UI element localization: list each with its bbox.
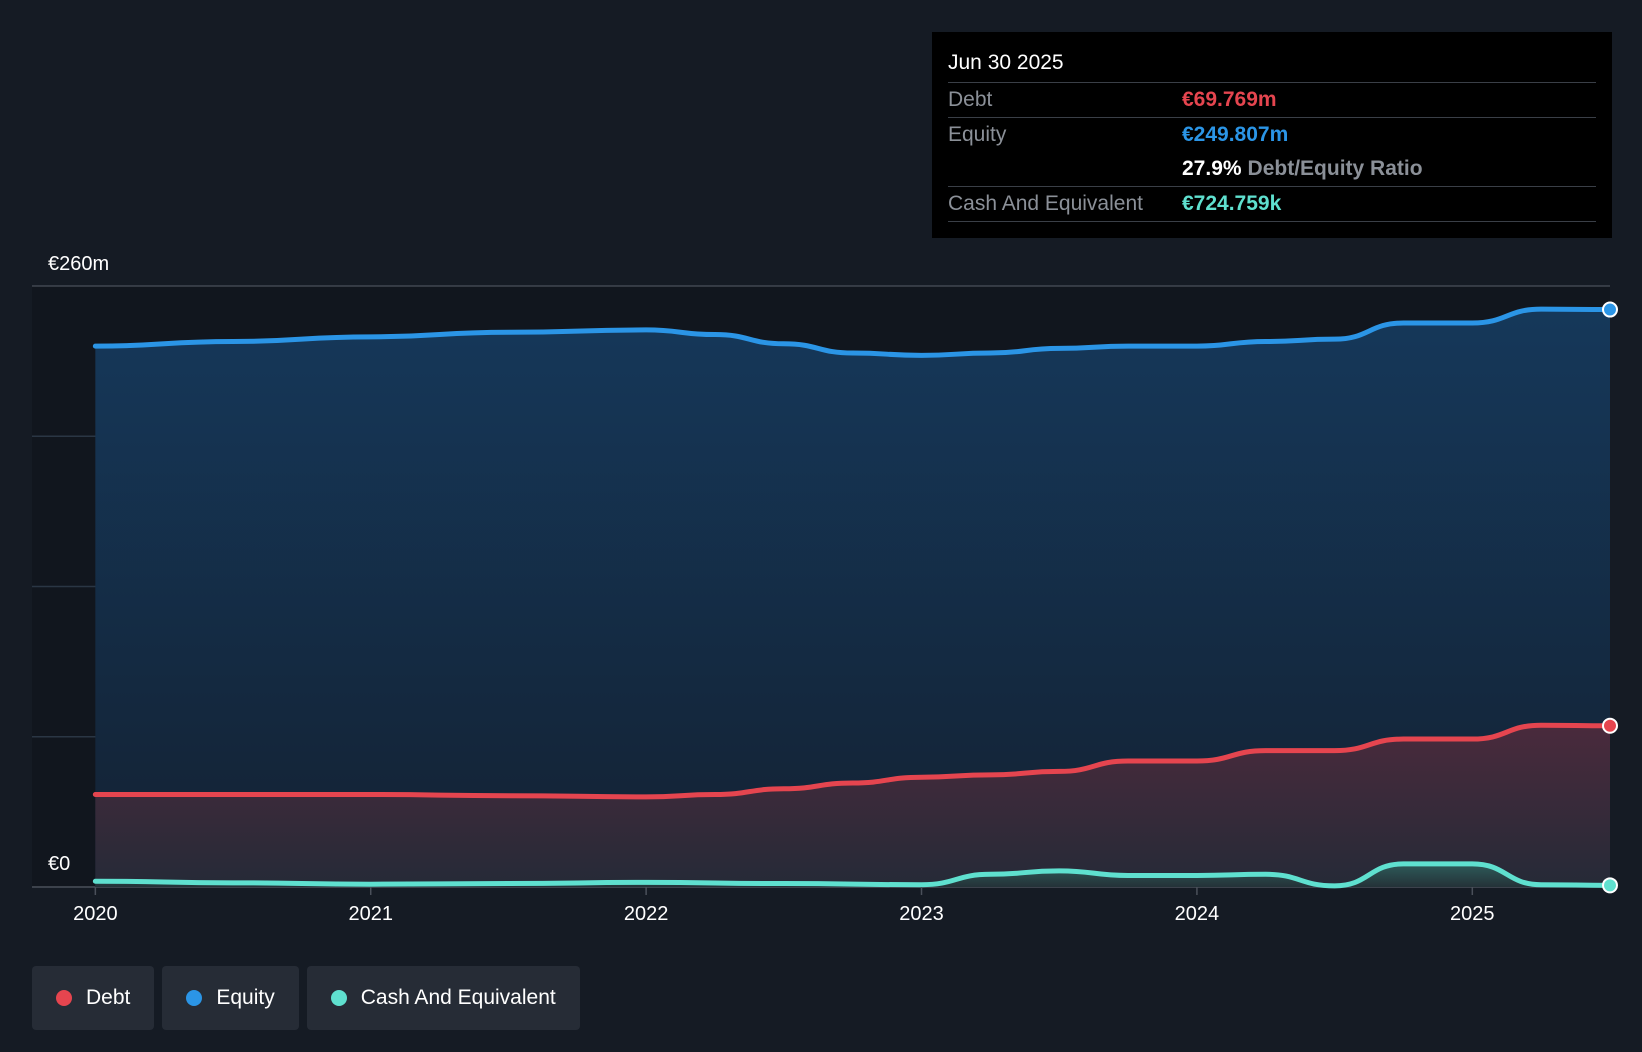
x-tick-label: 2022 xyxy=(624,903,669,925)
tooltip-ratio-label: Debt/Equity Ratio xyxy=(1247,157,1423,180)
x-tick-label: 2020 xyxy=(73,903,118,925)
cash-area xyxy=(95,863,1610,887)
equity-end-marker xyxy=(1602,301,1618,318)
tooltip-equity-value: €249.807m xyxy=(1182,123,1289,146)
tooltip-ratio-row: 27.9% Debt/Equity Ratio xyxy=(948,152,1596,186)
legend-equity-label: Equity xyxy=(216,986,275,1009)
tooltip-date: Jun 30 2025 xyxy=(948,51,1064,74)
legend-item-debt[interactable]: Debt xyxy=(32,966,155,1030)
tooltip-cash-value: €724.759k xyxy=(1182,192,1282,215)
tooltip-debt-label: Debt xyxy=(948,88,993,111)
x-tick-label: 2024 xyxy=(1175,903,1220,925)
tooltip-panel: Jun 30 2025 Debt €69.769m Equity €249.80… xyxy=(932,32,1612,238)
tooltip-cash-row: Cash And Equivalent €724.759k xyxy=(948,186,1596,222)
debt-area xyxy=(95,725,1610,887)
cash-line xyxy=(92,861,1613,889)
debt-line xyxy=(92,722,1613,800)
equity-line xyxy=(92,306,1613,358)
x-tick-label: 2025 xyxy=(1450,903,1495,925)
tooltip-debt-row: Debt €69.769m xyxy=(948,82,1596,117)
y-axis-bottom-label: €0 xyxy=(48,853,70,875)
tooltip-equity-label: Equity xyxy=(948,123,1007,146)
tooltip-cash-label: Cash And Equivalent xyxy=(948,192,1143,215)
legend-item-cash[interactable]: Cash And Equivalent xyxy=(306,966,580,1030)
legend-item-equity[interactable]: Equity xyxy=(162,966,299,1030)
debt-end-marker xyxy=(1602,717,1618,734)
tooltip-ratio-value: 27.9% xyxy=(1182,157,1242,180)
chart-legend: Debt Equity Cash And Equivalent xyxy=(32,966,580,1030)
tooltip-equity-row: Equity €249.807m xyxy=(948,117,1596,152)
y-axis-top-label: €260m xyxy=(48,253,109,275)
debt-dot-icon xyxy=(56,990,72,1006)
cash-dot-icon xyxy=(330,990,347,1006)
equity-area xyxy=(95,309,1610,888)
equity-dot-icon xyxy=(186,990,203,1006)
legend-cash-label: Cash And Equivalent xyxy=(360,986,556,1009)
x-tick-label: 2021 xyxy=(348,903,393,925)
x-tick-label: 2023 xyxy=(899,903,944,925)
tooltip-debt-value: €69.769m xyxy=(1182,88,1277,111)
legend-debt-label: Debt xyxy=(86,986,131,1009)
cash-end-marker xyxy=(1602,877,1618,894)
